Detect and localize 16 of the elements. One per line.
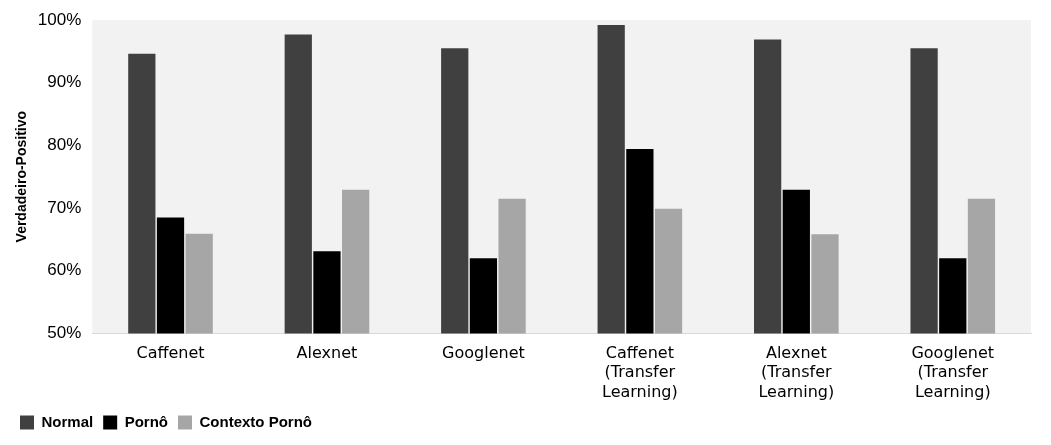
legend-label: Normal	[41, 412, 94, 430]
y-tick-label: 60%	[47, 260, 82, 280]
legend-label: Contexto Pornô	[199, 412, 313, 430]
x-tick-label: Alexnet	[296, 343, 358, 363]
x-tick-label: Googlenet	[442, 343, 525, 363]
y-axis-title: Verdadeiro-Positivo	[13, 110, 30, 243]
y-tick-label: 80%	[47, 135, 82, 155]
legend-label: Pornô	[124, 412, 169, 430]
y-tick-label: 90%	[47, 72, 82, 92]
x-tick-label: Caffenet (Transfer Learning)	[602, 343, 678, 401]
x-tick-label: Googlenet (Transfer Learning)	[911, 343, 995, 401]
y-tick-label: 70%	[47, 197, 82, 217]
y-tick-label: 100%	[37, 9, 82, 29]
x-tick-label: Alexnet (Transfer Learning)	[758, 343, 835, 401]
x-tick-label: Caffenet	[136, 343, 205, 363]
y-tick-label: 50%	[47, 323, 82, 343]
